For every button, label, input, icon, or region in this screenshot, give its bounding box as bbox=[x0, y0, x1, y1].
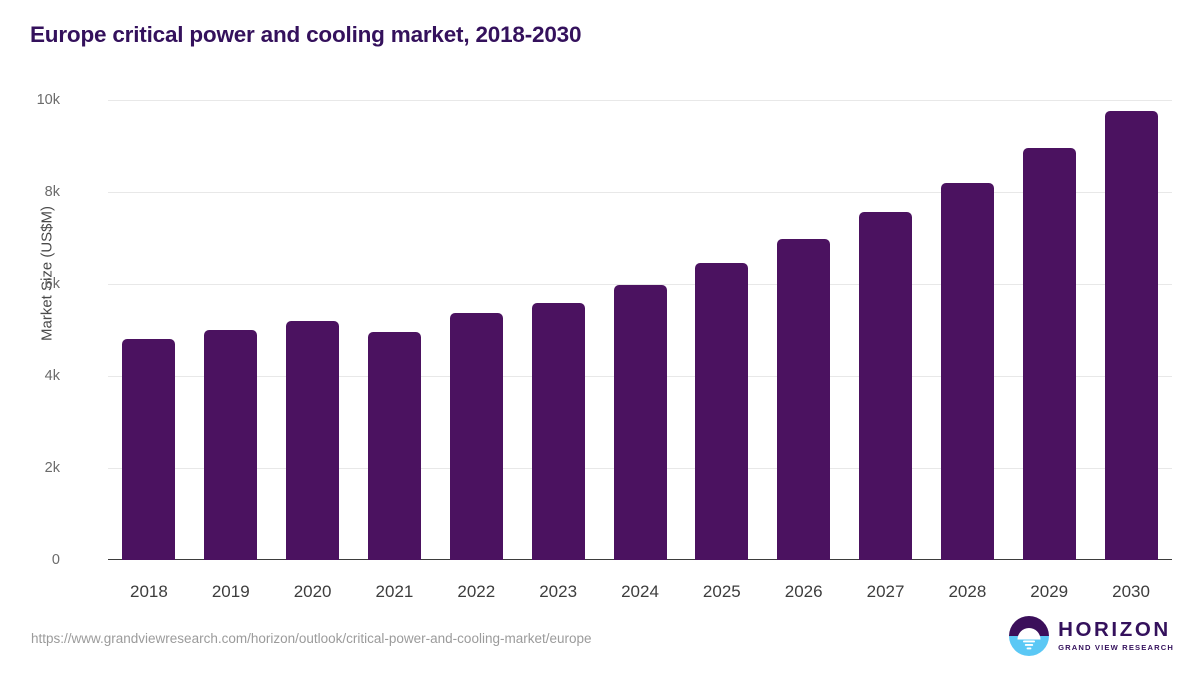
y-axis-tick-label: 0 bbox=[51, 552, 60, 568]
bar-group[interactable] bbox=[122, 339, 176, 560]
bar[interactable] bbox=[1104, 111, 1158, 560]
y-axis-tick-label: 8k bbox=[44, 184, 60, 200]
logo-text: HORIZON GRAND VIEW RESEARCH bbox=[1058, 620, 1174, 651]
bar[interactable] bbox=[449, 312, 503, 560]
gridline bbox=[108, 284, 1172, 285]
x-axis-tick-label: 2028 bbox=[948, 582, 987, 601]
x-axis-tick-label: 2021 bbox=[375, 582, 414, 601]
bar[interactable] bbox=[122, 339, 176, 560]
bar[interactable] bbox=[695, 262, 749, 560]
bar[interactable] bbox=[286, 320, 340, 560]
plot-area: 0 2k 4k 6k 8k 10k bbox=[37, 90, 1172, 570]
y-axis-tick-label: 6k bbox=[44, 276, 60, 292]
x-axis-tick-label: 2018 bbox=[130, 582, 168, 601]
gridline bbox=[108, 100, 1172, 101]
x-axis-tick-label: 2026 bbox=[784, 582, 823, 601]
x-axis-tick-label: 2030 bbox=[1112, 582, 1150, 601]
horizon-logo-icon bbox=[1009, 616, 1050, 656]
bar-series bbox=[108, 90, 1172, 570]
bar-group[interactable] bbox=[859, 212, 913, 560]
bar[interactable] bbox=[1022, 147, 1076, 560]
gridline bbox=[108, 192, 1172, 193]
y-axis-tick-label: 2k bbox=[44, 460, 60, 476]
x-axis-tick-label: 2020 bbox=[293, 582, 332, 601]
bar-group[interactable] bbox=[777, 238, 831, 560]
bar[interactable] bbox=[531, 302, 585, 560]
bar-group[interactable] bbox=[449, 312, 503, 560]
logo-tagline: GRAND VIEW RESEARCH bbox=[1058, 642, 1174, 652]
x-axis-tick-label: 2024 bbox=[621, 582, 659, 601]
x-axis-tick-label: 2025 bbox=[702, 582, 741, 601]
bar-group[interactable] bbox=[695, 262, 749, 560]
bar[interactable] bbox=[367, 332, 421, 560]
horizon-logo[interactable]: HORIZON GRAND VIEW RESEARCH bbox=[1009, 616, 1174, 656]
x-axis-tick-label: 2029 bbox=[1030, 582, 1069, 601]
bar[interactable] bbox=[859, 212, 913, 560]
bar-group[interactable] bbox=[286, 320, 340, 560]
bar[interactable] bbox=[940, 182, 994, 560]
bar-group[interactable] bbox=[613, 284, 667, 560]
page-title: Europe critical power and cooling market… bbox=[30, 22, 582, 47]
y-axis-tick-label: 10k bbox=[36, 92, 60, 108]
bar-group[interactable] bbox=[531, 302, 585, 560]
bar[interactable] bbox=[613, 284, 667, 560]
bar[interactable] bbox=[204, 330, 258, 560]
x-axis-tick-label: 2019 bbox=[211, 582, 250, 601]
bar-group[interactable] bbox=[1104, 111, 1158, 560]
x-axis-tick-label: 2027 bbox=[866, 582, 905, 601]
source-url[interactable]: https://www.grandviewresearch.com/horizo… bbox=[31, 631, 592, 646]
bar-group[interactable] bbox=[367, 332, 421, 560]
x-axis-tick-label: 2022 bbox=[457, 582, 496, 601]
bar-group[interactable] bbox=[940, 182, 994, 560]
bar[interactable] bbox=[777, 238, 831, 560]
y-axis-tick-label: 4k bbox=[44, 368, 60, 384]
x-axis-tick-label: 2023 bbox=[539, 582, 578, 601]
y-axis-title: Market Size (US$M) bbox=[38, 205, 56, 342]
logo-wordmark: HORIZON bbox=[1058, 618, 1171, 642]
bar-group[interactable] bbox=[204, 330, 258, 560]
bar-group[interactable] bbox=[1022, 147, 1076, 560]
